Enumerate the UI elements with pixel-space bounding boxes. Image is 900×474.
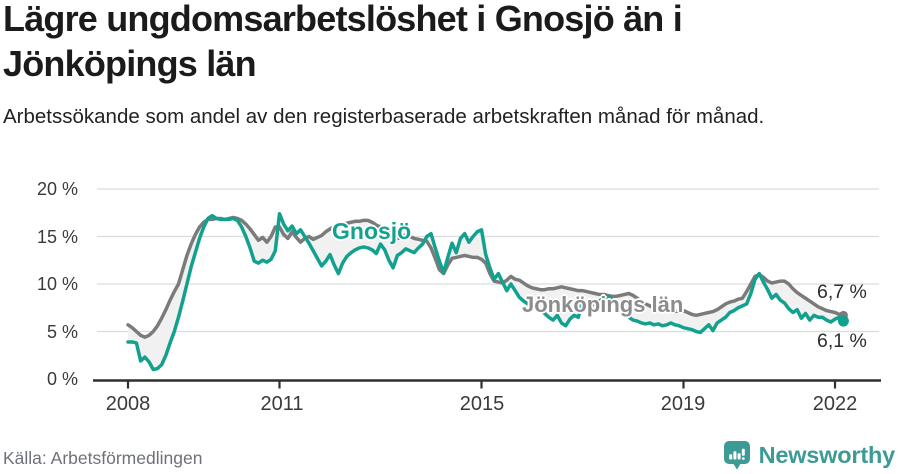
line-county xyxy=(126,215,846,339)
page-title: Lägre ungdomsarbetslöshet i Gnosjö än i … xyxy=(3,0,683,84)
x-axis-label-2022: 2022 xyxy=(812,393,858,415)
x-axis-label-2015: 2015 xyxy=(459,393,505,415)
end-dot-gnosjo xyxy=(837,315,849,327)
series-label-jonkopings-lan: Jönköpings län xyxy=(522,292,684,317)
x-axis-label-2008: 2008 xyxy=(105,393,151,415)
series-label-gnosjo: Gnosjö xyxy=(332,218,412,244)
end-value-label-gnosjo: 6,1 % xyxy=(817,330,867,352)
newsworthy-chart-bubble-icon xyxy=(723,441,750,470)
x-axis-label-2019: 2019 xyxy=(660,393,706,415)
y-axis-label-15: 15 % xyxy=(36,227,78,247)
x-axis-label-2011: 2011 xyxy=(260,393,304,415)
end-value-label-county: 6,7 % xyxy=(817,281,867,303)
source-note: Källa: Arbetsförmedlingen xyxy=(3,448,203,468)
line-gnosjo xyxy=(126,211,846,372)
y-axis-label-20: 20 % xyxy=(36,179,78,199)
page-subtitle: Arbetssökande som andel av den registerb… xyxy=(3,105,765,128)
y-axis-label-5: 5 % xyxy=(46,322,78,342)
newsworthy-wordmark: Newsworthy xyxy=(758,442,896,468)
newsworthy-logo: Newsworthy xyxy=(723,440,895,471)
y-axis-label-0: 0 % xyxy=(46,369,78,389)
y-axis-label-10: 10 % xyxy=(36,274,78,294)
